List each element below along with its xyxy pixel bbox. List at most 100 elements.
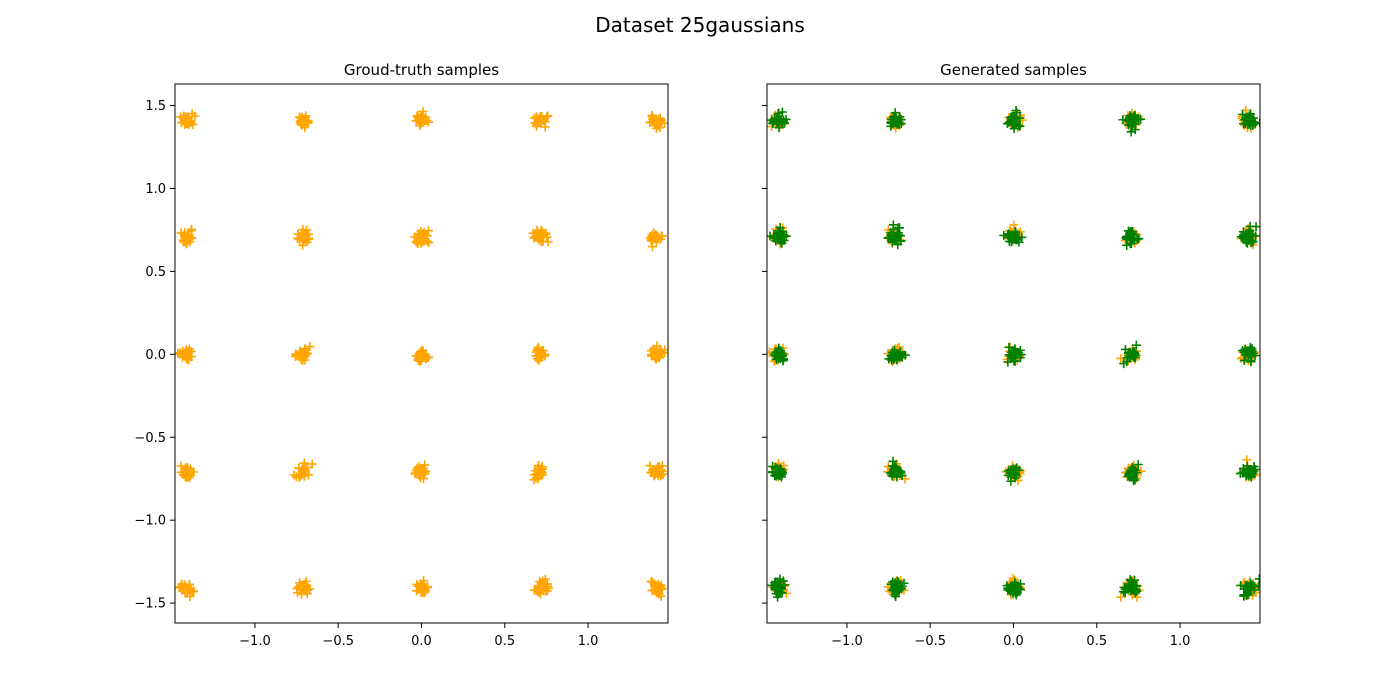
cluster xyxy=(1235,461,1260,482)
scatter-point xyxy=(653,586,663,596)
scatter-point xyxy=(181,347,191,357)
scatter-point xyxy=(767,115,777,125)
scatter-point xyxy=(536,353,546,363)
scatter-point xyxy=(1016,579,1026,589)
scatter-point xyxy=(187,233,197,243)
cluster xyxy=(529,461,547,485)
cluster xyxy=(770,343,788,366)
scatter-point xyxy=(1245,584,1255,594)
scatter-point xyxy=(1243,588,1253,598)
cluster xyxy=(176,109,200,130)
x-tick-label: 0.5 xyxy=(1086,634,1107,649)
scatter-point xyxy=(296,118,306,128)
scatter-point xyxy=(777,588,787,598)
scatter-point xyxy=(1244,466,1254,476)
scatter-point xyxy=(1245,116,1255,126)
scatter-point xyxy=(292,583,302,593)
cluster xyxy=(410,460,430,484)
cluster xyxy=(1003,463,1024,486)
scatter-point xyxy=(295,347,305,357)
cluster xyxy=(529,574,553,599)
scatter-point xyxy=(1006,112,1016,122)
scatter-point xyxy=(536,115,546,125)
cluster xyxy=(767,223,791,248)
scatter-point xyxy=(1015,121,1025,131)
scatter-point xyxy=(1126,120,1136,130)
cluster xyxy=(645,228,667,252)
scatter-point xyxy=(189,586,199,596)
scatter-point xyxy=(1127,122,1137,132)
scatter-point xyxy=(1009,220,1019,230)
scatter-point xyxy=(305,342,315,352)
scatter-point xyxy=(888,350,898,360)
scatter-point xyxy=(655,117,665,127)
x-tick-label: 1.0 xyxy=(1170,634,1191,649)
y-tick-label: −1.5 xyxy=(134,597,166,612)
scatter-point xyxy=(529,585,539,595)
cluster xyxy=(290,342,315,365)
y-tick-label: 0.0 xyxy=(145,348,166,363)
cluster xyxy=(1003,342,1026,367)
scatter-point xyxy=(540,574,550,584)
scatter-point xyxy=(1116,592,1126,602)
scatter-point xyxy=(1236,580,1246,590)
scatter-point xyxy=(1134,234,1144,244)
scatter-point xyxy=(1010,227,1020,237)
scatter-point xyxy=(413,230,423,240)
scatter-point xyxy=(179,235,189,245)
scatter-point xyxy=(774,583,784,593)
scatter-point xyxy=(418,464,428,474)
y-tick-label: −1.0 xyxy=(134,514,166,529)
cluster xyxy=(410,226,434,249)
scatter-point xyxy=(1125,575,1135,585)
scatter-point xyxy=(411,468,421,478)
scatter-point xyxy=(416,355,426,365)
cluster xyxy=(884,345,910,365)
scatter-point xyxy=(1130,475,1140,485)
scatter-point xyxy=(891,114,901,124)
scatter-point xyxy=(307,459,317,469)
cluster xyxy=(412,576,433,598)
scatter-point xyxy=(182,112,192,122)
scatter-point xyxy=(529,113,539,123)
scatter-point xyxy=(419,474,429,484)
scatter-point xyxy=(1120,344,1130,354)
scatter-point xyxy=(300,123,310,133)
cluster xyxy=(531,342,550,365)
scatter-point xyxy=(1249,462,1259,472)
scatter-point xyxy=(1122,357,1132,367)
scatter-point xyxy=(1123,471,1133,481)
scatter-point xyxy=(770,462,780,472)
scatter-point xyxy=(1120,582,1130,592)
cluster xyxy=(1002,106,1025,134)
scatter-point xyxy=(543,237,553,247)
cluster xyxy=(1123,460,1143,486)
scatter-point xyxy=(180,227,190,237)
scatter-point xyxy=(188,467,198,477)
axes-generated: Generated samples −1.0 −0.5 0.0 0.5 1.0 xyxy=(762,61,1261,649)
scatter-point xyxy=(1124,113,1134,123)
scatter-point xyxy=(891,236,901,246)
scatter-point xyxy=(416,239,426,249)
scatter-point xyxy=(1245,346,1255,356)
cluster xyxy=(292,225,314,250)
cluster xyxy=(1236,221,1260,248)
axes-ground-truth: Groud-truth samples −1.0 −0.5 0.0 0.5 1.0−1.… xyxy=(134,61,669,649)
scatter-point xyxy=(1009,468,1019,478)
scatter-point xyxy=(999,230,1009,240)
cluster xyxy=(767,461,787,482)
scatter-point xyxy=(1002,119,1012,129)
scatter-point xyxy=(295,472,305,482)
scatter-point xyxy=(185,591,195,601)
scatter-point xyxy=(1131,340,1141,350)
y-tick-label: 1.0 xyxy=(145,182,166,197)
scatter-point xyxy=(175,583,184,593)
scatter-point xyxy=(890,348,900,358)
scatter-point xyxy=(290,351,300,361)
cluster xyxy=(767,107,791,133)
x-tick-label: −0.5 xyxy=(914,634,946,649)
scatter-point xyxy=(894,119,904,129)
scatter-point xyxy=(176,467,186,477)
cluster xyxy=(999,227,1027,247)
scatter-point xyxy=(770,471,780,481)
